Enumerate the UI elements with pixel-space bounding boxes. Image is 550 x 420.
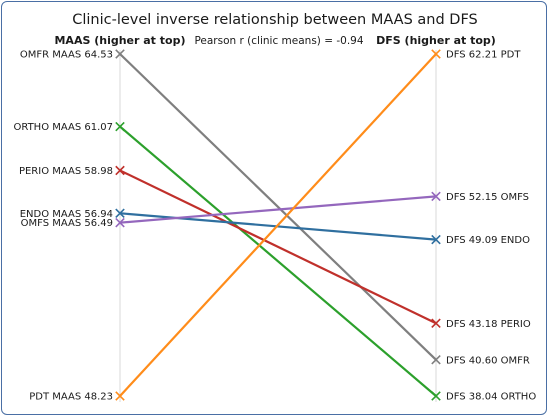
dfs-label-ortho: DFS 38.04 ORTHO	[446, 392, 536, 403]
dfs-label-perio: DFS 43.18 PERIO	[446, 319, 531, 330]
series-labels: OMFR MAAS 64.53 DFS 40.60 OMFR ORTHO MAAS …	[13, 50, 536, 403]
dfs-label-endo: DFS 49.09 ENDO	[446, 235, 530, 246]
maas-label-omfr: OMFR MAAS 64.53	[20, 50, 113, 61]
dfs-marker-perio	[431, 318, 441, 329]
maas-marker-omfr	[115, 49, 125, 59]
chart-title: Clinic-level inverse relationship betwee…	[72, 12, 478, 28]
dfs-label-pdt: DFS 62.21 PDT	[446, 50, 521, 61]
dfs-marker-pdt	[431, 49, 441, 59]
series-lines	[119, 53, 437, 397]
chart-frame: Clinic-level inverse relationship betwee…	[1, 1, 547, 415]
series-line-ortho	[119, 125, 437, 397]
slope-chart: Clinic-level inverse relationship betwee…	[13, 12, 536, 403]
dfs-marker-ortho	[431, 391, 441, 401]
dfs-label-omfr: DFS 40.60 OMFR	[446, 355, 530, 366]
series-line-omfs	[119, 195, 437, 224]
maas-label-ortho: ORTHO MAAS 61.07	[13, 122, 113, 133]
correlation-annotation: Pearson r (clinic means) = -0.94	[194, 35, 363, 47]
dfs-marker-endo	[431, 234, 441, 245]
dfs-marker-omfs	[431, 191, 441, 202]
series-markers	[115, 49, 441, 401]
maas-label-pdt: PDT MAAS 48.23	[29, 392, 113, 403]
series-layer: OMFR MAAS 64.53 DFS 40.60 OMFR ORTHO MAAS …	[13, 49, 536, 403]
maas-marker-perio	[115, 165, 125, 176]
maas-marker-ortho	[115, 121, 125, 132]
maas-marker-endo	[115, 208, 125, 219]
series-line-pdt	[119, 53, 437, 397]
maas-label-omfs: OMFS MAAS 56.49	[21, 218, 113, 229]
maas-marker-pdt	[115, 391, 125, 401]
dfs-marker-omfr	[431, 355, 441, 365]
series-line-omfr	[119, 53, 437, 361]
left-axis-title: MAAS (higher at top)	[54, 34, 185, 47]
maas-marker-omfs	[115, 217, 125, 228]
maas-label-endo: ENDO MAAS 56.94	[20, 209, 113, 220]
dfs-label-omfs: DFS 52.15 OMFS	[446, 192, 529, 203]
series-line-perio	[119, 169, 437, 325]
maas-label-perio: PERIO MAAS 58.98	[19, 166, 113, 177]
right-axis-title: DFS (higher at top)	[376, 34, 496, 47]
